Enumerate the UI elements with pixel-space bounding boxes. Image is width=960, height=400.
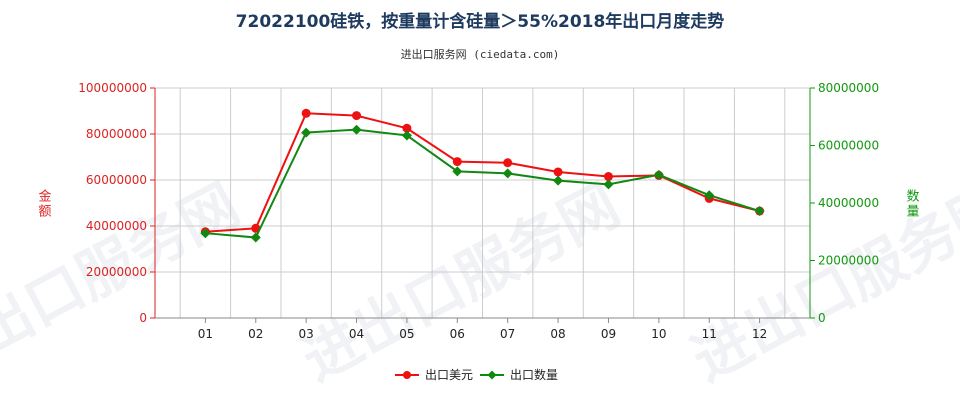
data-point (704, 190, 715, 201)
legend-label: 出口数量 (510, 367, 558, 382)
left-axis-tick-label: 60000000 (86, 173, 147, 187)
left-axis-title: 金额 (38, 189, 51, 220)
x-axis-tick-label: 05 (399, 327, 414, 341)
chart-title: 72022100硅铁，按重量计含硅量＞55%2018年出口月度走势 (236, 11, 725, 32)
x-axis-tick-label: 03 (299, 327, 314, 341)
data-point (603, 179, 614, 190)
x-axis-tick-label: 06 (450, 327, 465, 341)
chart-subtitle: 进出口服务网 (ciedata.com) (401, 47, 560, 61)
x-axis-tick-label: 09 (601, 327, 616, 341)
right-axis-title: 数量 (906, 190, 919, 220)
left-axis-tick-label: 0 (139, 311, 147, 325)
left-axis-tick-label: 40000000 (86, 219, 147, 233)
series-layer (200, 108, 765, 243)
left-axis-tick-label: 20000000 (86, 265, 147, 279)
series-2 (200, 124, 765, 243)
legend-label: 出口美元 (425, 368, 473, 382)
legend: 出口美元 出口数量 (395, 367, 558, 382)
legend-marker (403, 371, 411, 379)
watermark-text-2: 进出口服务网 (291, 171, 630, 394)
data-point (402, 123, 412, 133)
data-point (603, 172, 613, 182)
right-axis-title-char: 数 (906, 190, 919, 205)
right-axis-tick-label: 0 (818, 311, 826, 325)
x-axis-tick-label: 07 (500, 327, 515, 341)
data-point (754, 206, 765, 217)
data-point (653, 169, 664, 180)
legend-item-2: 出口数量 (480, 367, 558, 382)
data-point (502, 168, 513, 179)
x-axis-tick-label: 04 (349, 327, 364, 341)
data-point (452, 166, 463, 177)
axes: 0 20000000 40000000 60000000 80000000 1000000… (38, 81, 919, 341)
x-axis-tick-label: 11 (702, 327, 717, 341)
data-point (200, 228, 211, 239)
right-axis-tick-label: 20000000 (818, 254, 879, 268)
watermark-layer: 进出口服务网 进出口服务网 进出口服务网 (0, 171, 960, 394)
left-axis-tick-label: 80000000 (86, 127, 147, 141)
legend-marker (487, 370, 497, 380)
x-axis-tick-label: 02 (248, 327, 263, 341)
right-axis-tick-label: 80000000 (818, 81, 879, 95)
left-axis-title-char: 额 (38, 205, 51, 220)
x-axis-tick-label: 01 (198, 327, 213, 341)
data-point (301, 127, 312, 138)
x-axis-tick-label: 10 (651, 327, 666, 341)
data-point (250, 232, 261, 243)
data-point (352, 111, 362, 121)
left-axis-tick-label: 100000000 (78, 81, 147, 95)
right-axis-title-char: 量 (906, 205, 919, 220)
data-point (503, 158, 513, 168)
x-axis-tick-label: 12 (752, 327, 767, 341)
right-axis-tick-label: 60000000 (818, 139, 879, 153)
legend-item-1: 出口美元 (395, 368, 473, 382)
series-line (205, 128, 760, 239)
grid (155, 87, 811, 319)
data-point (401, 130, 412, 141)
left-axis-title-char: 金 (38, 189, 51, 205)
data-point (553, 175, 564, 186)
data-point (301, 108, 311, 118)
right-axis-tick-label: 40000000 (818, 196, 879, 210)
data-point (553, 167, 563, 177)
data-point (452, 157, 462, 167)
data-point (351, 124, 362, 135)
x-axis-tick-label: 08 (550, 327, 565, 341)
